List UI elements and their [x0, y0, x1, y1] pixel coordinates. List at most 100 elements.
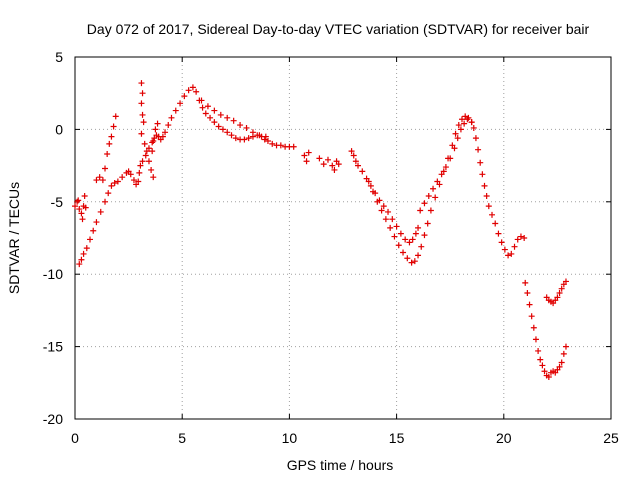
data-point	[425, 193, 432, 200]
data-point	[465, 114, 472, 121]
data-point	[177, 100, 184, 107]
data-point	[562, 278, 569, 285]
data-point	[472, 135, 479, 142]
data-point	[324, 156, 331, 163]
data-point	[382, 216, 389, 223]
data-point	[189, 84, 196, 91]
data-point	[237, 122, 244, 129]
data-point	[303, 158, 310, 165]
data-point	[521, 235, 528, 241]
data-point	[468, 119, 475, 126]
data-point	[154, 120, 161, 127]
data-point	[204, 103, 211, 110]
data-point	[241, 136, 248, 143]
data-point	[492, 220, 499, 227]
data-point	[387, 224, 394, 231]
data-point	[137, 162, 144, 169]
data-point	[385, 208, 392, 215]
data-point	[305, 149, 312, 156]
x-tick-label: 20	[496, 430, 512, 446]
data-point	[560, 350, 567, 357]
data-point	[80, 250, 87, 257]
data-point	[140, 119, 147, 126]
data-point	[530, 324, 537, 331]
data-point	[111, 179, 118, 186]
data-point	[539, 362, 546, 369]
data-point	[461, 120, 468, 127]
data-point	[79, 216, 86, 223]
data-point	[150, 174, 157, 181]
grid-lines	[75, 57, 611, 419]
data-point	[138, 130, 145, 137]
data-point	[256, 132, 263, 139]
data-point	[148, 166, 155, 173]
data-point	[106, 140, 113, 147]
data-point	[78, 210, 85, 217]
data-point	[464, 116, 471, 123]
data-point	[477, 159, 484, 166]
data-point	[269, 140, 276, 147]
data-point	[455, 122, 462, 129]
data-point	[135, 178, 142, 185]
data-point	[479, 171, 486, 178]
data-point	[181, 93, 188, 100]
data-point	[424, 220, 431, 227]
data-point	[139, 90, 146, 97]
data-point	[457, 126, 464, 133]
data-point	[524, 290, 531, 297]
data-point	[367, 182, 374, 189]
y-tick-label: -5	[51, 194, 64, 210]
data-point	[556, 363, 563, 370]
y-tick-label: 5	[55, 49, 63, 65]
data-point	[378, 207, 385, 214]
data-point	[395, 242, 402, 249]
data-point	[528, 313, 535, 320]
x-tick-label: 15	[389, 430, 405, 446]
data-point	[430, 185, 437, 192]
data-point	[481, 182, 488, 189]
data-point	[380, 203, 387, 210]
data-point	[498, 239, 505, 246]
data-point	[110, 123, 117, 130]
data-point	[406, 239, 413, 246]
x-tick-label: 10	[282, 430, 298, 446]
data-point	[408, 259, 415, 266]
data-point	[522, 279, 529, 286]
plot-frame	[74, 56, 612, 420]
data-point	[329, 162, 336, 169]
data-point	[447, 155, 454, 162]
data-point	[149, 148, 156, 155]
data-point	[365, 178, 372, 185]
data-point	[290, 143, 297, 150]
data-point	[127, 171, 134, 178]
data-point	[261, 136, 268, 143]
data-point	[112, 113, 119, 120]
x-axis-label: GPS time / hours	[287, 457, 394, 473]
data-point	[558, 285, 565, 292]
data-point	[207, 114, 214, 121]
data-point	[93, 177, 100, 184]
data-point	[558, 359, 565, 366]
data-point	[78, 256, 85, 263]
data-point	[185, 87, 192, 94]
data-point	[138, 100, 145, 107]
data-point	[485, 203, 492, 210]
data-point	[202, 110, 209, 117]
data-point	[421, 232, 428, 239]
data-point	[228, 132, 235, 139]
data-point	[245, 135, 252, 142]
data-point	[526, 301, 533, 308]
data-point	[114, 178, 121, 185]
data-point	[99, 177, 106, 184]
data-point	[400, 249, 407, 256]
data-point	[108, 133, 115, 140]
data-point	[264, 137, 271, 144]
data-point	[514, 236, 521, 243]
data-point	[219, 126, 226, 133]
data-point	[434, 178, 441, 185]
data-point	[224, 114, 231, 121]
data-point	[556, 290, 563, 297]
data-point	[199, 104, 206, 111]
data-point	[331, 166, 338, 173]
